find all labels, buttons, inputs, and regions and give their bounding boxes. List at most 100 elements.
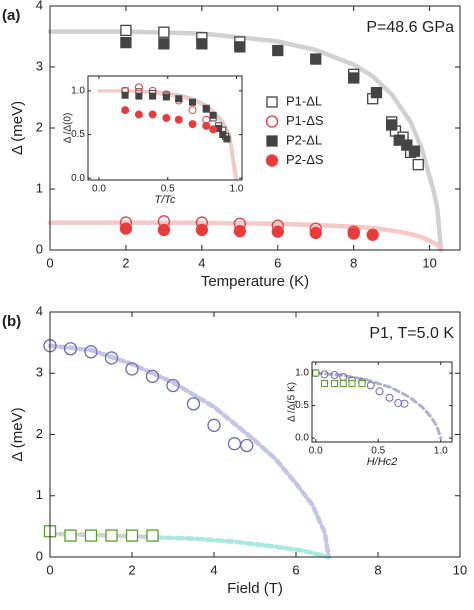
fit-curve — [47, 220, 444, 253]
y-tick-label: 2 — [36, 119, 43, 134]
data-point — [134, 110, 143, 119]
y-tick-label: 3 — [36, 58, 43, 73]
legend-marker — [265, 154, 279, 167]
data-point — [408, 145, 421, 157]
y-axis-label: Δ /Δ(0) — [63, 113, 74, 144]
data-point — [84, 345, 98, 359]
data-point — [157, 223, 171, 237]
data-point — [366, 228, 379, 241]
y-tick-label: 0.0 — [71, 173, 85, 184]
y-tick-label: 1 — [36, 180, 43, 195]
data-point — [202, 105, 210, 113]
data-point — [339, 379, 347, 387]
x-tick-label: 4 — [210, 562, 217, 577]
data-point — [189, 98, 196, 106]
y-tick-label: 1.0 — [295, 368, 309, 379]
data-point — [312, 369, 320, 377]
data-point — [400, 399, 409, 408]
data-point — [134, 83, 143, 92]
data-point — [348, 72, 360, 84]
data-point — [330, 371, 339, 380]
x-tick-label: 10 — [453, 562, 467, 577]
x-tick-label: 0 — [46, 562, 53, 577]
fit-curve — [154, 535, 332, 560]
data-point — [158, 38, 170, 50]
data-point — [188, 120, 197, 129]
axes-frame — [87, 75, 243, 181]
data-point — [321, 379, 328, 387]
data-point — [125, 362, 139, 376]
data-point — [105, 529, 118, 542]
data-point — [310, 53, 322, 65]
data-point — [188, 106, 197, 115]
y-axis-label: Δ (meV) — [9, 101, 26, 155]
x-tick-label: 4 — [198, 255, 205, 270]
data-point — [386, 119, 398, 131]
axes-frame — [49, 5, 461, 251]
data-point — [135, 92, 143, 100]
axes-frame — [49, 311, 461, 558]
panel-label: (a) — [2, 7, 20, 24]
data-point — [358, 379, 366, 387]
data-point — [166, 378, 180, 393]
data-point — [175, 95, 183, 103]
data-point — [375, 387, 384, 396]
data-point — [148, 110, 157, 119]
legend-label: P1-ΔL — [286, 93, 322, 108]
legend-marker — [266, 135, 278, 147]
x-tick-label: 0.5 — [371, 446, 385, 457]
data-point — [162, 93, 170, 101]
x-axis-label: Temperature (K) — [201, 273, 309, 290]
y-tick-label: 1.0 — [71, 85, 85, 96]
data-point — [370, 86, 383, 99]
data-point — [202, 121, 211, 130]
x-tick-label: 10 — [422, 255, 436, 270]
panel-label: (b) — [2, 313, 21, 330]
data-point — [84, 529, 98, 542]
x-tick-label: 6 — [292, 562, 299, 577]
x-tick-label: 0.0 — [92, 184, 106, 195]
x-tick-label: 0 — [46, 255, 53, 270]
data-point — [271, 225, 284, 238]
data-point — [64, 529, 77, 542]
y-tick-label: 4 — [36, 0, 43, 12]
y-tick-label: 0 — [36, 241, 43, 256]
data-point — [385, 393, 394, 402]
x-tick-label: 0.5 — [161, 184, 175, 195]
data-point — [121, 106, 130, 115]
axes-frame — [311, 361, 453, 443]
data-point — [121, 91, 129, 99]
data-point — [331, 379, 338, 387]
legend-marker — [265, 115, 279, 128]
data-point — [309, 226, 322, 240]
data-point — [320, 370, 329, 379]
data-point — [272, 44, 284, 57]
data-point — [162, 113, 171, 122]
y-tick-label: 4 — [36, 303, 43, 318]
data-point — [195, 223, 209, 237]
fit-curve — [47, 29, 444, 253]
data-point — [348, 379, 356, 387]
data-point — [145, 369, 160, 383]
x-tick-label: 6 — [274, 255, 281, 270]
data-point — [149, 92, 157, 100]
x-tick-label: 2 — [128, 562, 135, 577]
data-point — [223, 135, 231, 143]
legend-label: P2-ΔL — [286, 132, 322, 147]
data-point — [186, 397, 201, 411]
x-tick-label: 8 — [374, 562, 381, 577]
legend-marker — [266, 96, 278, 108]
data-point — [104, 351, 119, 365]
x-axis-label: H/Hc2 — [367, 456, 398, 468]
y-tick-label: 0.5 — [71, 129, 85, 140]
data-point — [63, 342, 78, 356]
y-tick-label: 2 — [36, 426, 43, 441]
data-point — [158, 26, 170, 38]
x-tick-label: 8 — [350, 255, 357, 270]
x-axis-label: Field (T) — [227, 580, 283, 597]
data-point — [394, 398, 403, 407]
data-point — [146, 529, 159, 542]
x-tick-label: 1.0 — [230, 184, 244, 195]
data-point — [234, 41, 246, 53]
y-tick-label: 3 — [36, 365, 43, 380]
